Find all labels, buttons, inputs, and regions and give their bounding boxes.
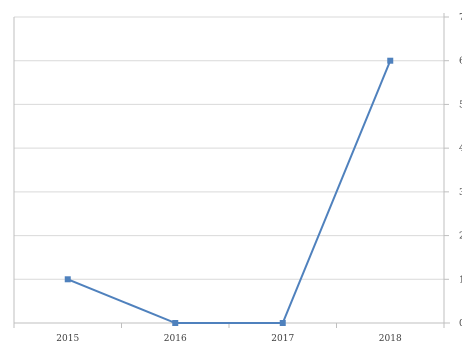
y-tick-label: 1 (459, 275, 462, 285)
y-tick-label: 5 (459, 100, 462, 110)
y-tick-label: 7 (459, 13, 462, 23)
gridlines (14, 16, 444, 280)
x-tick-label: 2018 (379, 334, 402, 344)
y-tick-label: 6 (459, 57, 462, 67)
y-tick-label: 0 (459, 319, 462, 329)
y-tick-label: 4 (459, 144, 462, 154)
data-point-2015 (64, 276, 71, 283)
y-tick-label: 2 (459, 232, 462, 242)
data-point-2016 (172, 320, 179, 326)
x-tick-label: 2015 (56, 334, 79, 344)
x-tick-label: 2016 (164, 334, 187, 344)
data-point-2018 (387, 57, 394, 64)
series-line (67, 60, 392, 324)
series (64, 57, 394, 326)
y-tick-label: 3 (459, 188, 462, 198)
tick-labels: 0 1 2 3 4 5 6 7 2015 2016 2017 2018 (56, 13, 462, 344)
data-point-2017 (279, 320, 286, 326)
x-tick-label: 2017 (271, 334, 294, 344)
